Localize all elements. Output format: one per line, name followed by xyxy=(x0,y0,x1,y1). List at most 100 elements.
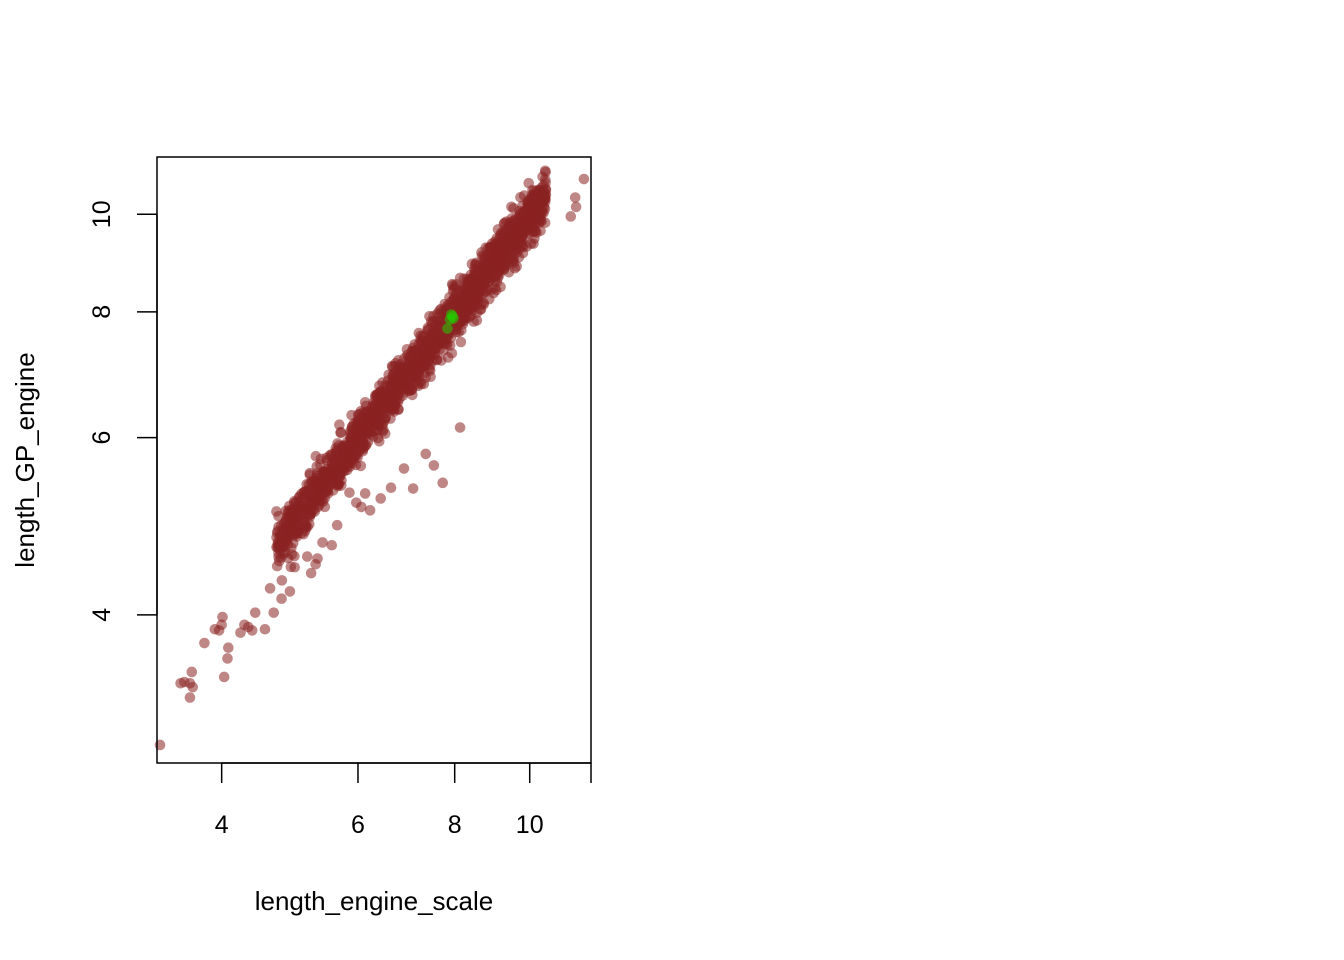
data-point xyxy=(217,611,228,623)
cloud-point xyxy=(479,261,491,273)
data-point xyxy=(284,586,296,597)
y-tick-label: 10 xyxy=(88,200,116,228)
cloud-point xyxy=(493,250,505,262)
cloud-point xyxy=(517,231,528,242)
cloud-point xyxy=(355,460,367,472)
y-tick-label: 4 xyxy=(88,608,116,622)
cloud-point xyxy=(434,305,445,316)
cloud-point xyxy=(287,508,299,520)
cloud-point xyxy=(468,316,480,327)
data-point xyxy=(216,619,227,631)
data-point xyxy=(235,627,246,638)
cloud-point xyxy=(392,376,403,388)
data-point xyxy=(187,681,199,693)
cloud-point xyxy=(462,293,474,305)
x-tick-label: 4 xyxy=(215,811,229,839)
data-point xyxy=(570,201,582,213)
cloud-point xyxy=(455,299,467,311)
cloud-point xyxy=(300,520,312,531)
cloud-point xyxy=(309,489,321,500)
cloud-point xyxy=(537,171,548,182)
data-point xyxy=(268,607,280,618)
data-point xyxy=(199,637,210,649)
cloud-point xyxy=(515,239,527,251)
cloud-point xyxy=(299,508,310,519)
cloud-point xyxy=(477,278,489,289)
cloud-point xyxy=(458,312,469,324)
cloud-point xyxy=(515,192,526,203)
data-point xyxy=(364,505,376,516)
data-point xyxy=(184,692,196,703)
cloud-point xyxy=(533,190,544,201)
cloud-point xyxy=(489,236,501,248)
cloud-point xyxy=(347,457,358,469)
data-point xyxy=(578,173,590,185)
data-point xyxy=(375,493,387,504)
highlight-point xyxy=(442,323,453,334)
data-point xyxy=(312,553,323,564)
cloud-point xyxy=(372,416,383,428)
data-point xyxy=(437,477,449,489)
cloud-point xyxy=(271,506,282,517)
cloud-point xyxy=(435,355,447,366)
cloud-point xyxy=(366,429,377,440)
y-axis: 4 6 8 10 xyxy=(88,200,158,622)
x-axis: 4 6 8 10 xyxy=(215,762,592,839)
data-point xyxy=(218,671,230,683)
data-point xyxy=(428,460,440,471)
y-tick-label: 8 xyxy=(88,305,116,319)
cloud-point xyxy=(523,177,535,189)
data-point xyxy=(356,501,367,513)
data-points xyxy=(154,173,590,751)
y-axis-title: length_GP_engine xyxy=(10,352,40,567)
data-point xyxy=(305,567,317,579)
cloud-point xyxy=(338,442,350,454)
cloud-point xyxy=(379,397,390,409)
data-point xyxy=(317,537,328,548)
data-point xyxy=(420,448,432,460)
cloud-point xyxy=(351,442,363,453)
cloud-point xyxy=(495,281,506,293)
data-point xyxy=(359,488,371,499)
data-point xyxy=(289,561,300,573)
data-point xyxy=(301,551,313,562)
x-tick-label: 6 xyxy=(351,811,365,839)
data-point xyxy=(298,528,309,540)
cloud-point xyxy=(271,541,282,553)
cloud-point xyxy=(524,199,536,210)
cloud-point xyxy=(474,304,486,316)
cloud-point xyxy=(470,259,482,271)
data-point xyxy=(179,676,190,688)
cloud-point xyxy=(301,488,313,499)
point-cloud xyxy=(271,165,552,586)
x-axis-title: length_engine_scale xyxy=(255,886,494,916)
cloud-point xyxy=(518,206,529,217)
data-point xyxy=(243,621,254,633)
x-tick-label: 10 xyxy=(516,811,544,839)
cloud-point xyxy=(508,219,520,231)
cloud-point xyxy=(276,575,288,586)
data-point xyxy=(326,539,338,551)
data-point xyxy=(531,206,543,218)
cloud-point xyxy=(446,278,458,290)
cloud-point xyxy=(502,251,514,263)
data-point xyxy=(264,583,276,594)
data-point xyxy=(186,666,198,678)
cloud-point xyxy=(310,450,322,462)
cloud-point xyxy=(308,504,320,516)
cloud-point xyxy=(438,335,449,346)
data-point xyxy=(385,482,397,494)
cloud-point xyxy=(488,287,499,299)
cloud-point xyxy=(413,362,425,373)
data-point xyxy=(259,623,271,635)
cloud-point xyxy=(286,549,298,560)
cloud-point xyxy=(271,560,283,572)
data-point xyxy=(344,487,355,498)
x-tick-label: 8 xyxy=(448,811,462,839)
cloud-point xyxy=(358,413,369,424)
cloud-point xyxy=(289,520,301,531)
data-point xyxy=(223,642,234,654)
data-point xyxy=(249,607,261,618)
cloud-point xyxy=(472,287,484,299)
